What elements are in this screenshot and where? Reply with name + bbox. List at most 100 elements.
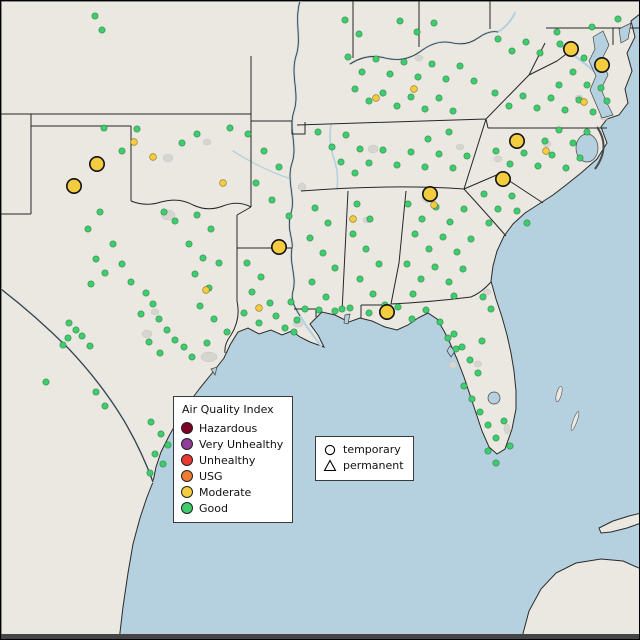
station-dot-good [314,128,322,136]
aqi-legend-label: USG [199,469,223,483]
station-dot-good [193,130,201,138]
station-dot-good [118,147,126,155]
station-dot-good [474,369,482,377]
station-dot-good [338,305,346,313]
station-dot-good [449,164,457,172]
station-dot-good [356,275,364,283]
station-dot-good [375,260,383,268]
station-dot-good [101,269,109,277]
permanent-marker-icon [323,459,337,472]
station-dot-moderate [372,94,380,102]
station-dot-good [356,145,364,153]
station-dot-good [223,328,231,336]
station-dot-good [255,319,263,327]
station-dot-good [519,92,527,100]
station-dot-good [500,417,508,425]
station-dot-good [536,49,544,57]
station-dot-good [243,259,251,267]
station-dot-good [583,81,591,89]
station-dot-good [435,150,443,158]
station-dot-good [494,35,502,43]
station-dot-good [379,89,387,97]
station-dot-good [460,205,468,213]
station-dot-good [155,315,163,323]
station-dot-good [522,38,530,46]
station-dot-good [188,353,196,361]
station-dot-good [422,306,430,314]
station-dot-good [358,68,366,76]
station-dot-good [191,270,199,278]
station-dot-good [442,75,450,83]
station-dot-good [523,219,531,227]
station-dot-good [160,208,168,216]
aqi-legend-title: Air Quality Index [182,403,274,416]
aqi-legend-item-hazardous: Hazardous [181,420,283,436]
usg-swatch-icon [181,470,193,483]
station-dot-good [453,248,461,256]
station-dot-good [418,215,426,223]
marker-legend-item-permanent: permanent [323,458,404,474]
station-dot-good [463,152,471,160]
station-dot-good [580,54,588,62]
station-dot-good [487,305,495,313]
station-dot-moderate [255,304,263,312]
station-dot-good [319,249,327,257]
station-dot-good [430,19,438,27]
station-dot-good [101,402,109,410]
station-dot-good [439,233,447,241]
station-dot-good [556,40,564,48]
station-dot-good [96,208,104,216]
station-dot-good [409,290,417,298]
station-dot-good [411,230,419,238]
ohio-river-border [349,31,499,65]
station-dot-good [366,215,374,223]
station-dot-good [444,334,452,342]
aqi-legend-item-unhealthy: Unhealthy [181,452,283,468]
station-dot-good [180,343,188,351]
station-dot-good [196,302,204,310]
station-marker-moderate-large [89,156,106,173]
station-dot-good [355,30,363,38]
station-marker-moderate-large [270,239,287,256]
station-dot-good [400,58,408,66]
station-dot-good [331,307,339,315]
station-dot-good [65,319,73,327]
station-dot-good [408,315,416,323]
station-dot-good [547,94,555,102]
station-dot-good [109,240,117,248]
station-dot-good [414,73,422,81]
station-dot-good [470,77,478,85]
station-dot-good [353,200,361,208]
station-dot-good [506,442,514,450]
station-dot-good [555,81,563,89]
station-dot-good [555,126,563,134]
station-dot-good [393,102,401,110]
station-dot-good [151,450,159,458]
station-dot-good [199,254,207,262]
station-dot-good [468,395,476,403]
hazardous-swatch-icon [181,422,193,435]
stations-layer [42,12,622,477]
aqi-legend-item-usg: USG [181,468,283,484]
very-unhealthy-swatch-icon [181,438,193,451]
station-dot-good [244,130,252,138]
station-dot-good [342,131,350,139]
station-dot-good [603,97,611,105]
station-dot-good [425,245,433,253]
station-dot-good [59,341,67,349]
station-dot-good [315,306,323,314]
station-dot-good [445,128,453,136]
station-dot-good [84,225,92,233]
temporary-marker-icon [324,444,336,456]
station-dot-good [351,85,359,93]
station-marker-moderate-large [508,133,525,150]
map-frame-bottom [1,634,639,639]
station-dot-good [324,219,332,227]
station-dot-good [394,303,402,311]
station-dot-good [407,148,415,156]
cuba-shape [598,512,639,534]
station-dot-good [492,147,500,155]
station-dot-good [562,164,570,172]
station-dot-good [147,418,155,426]
